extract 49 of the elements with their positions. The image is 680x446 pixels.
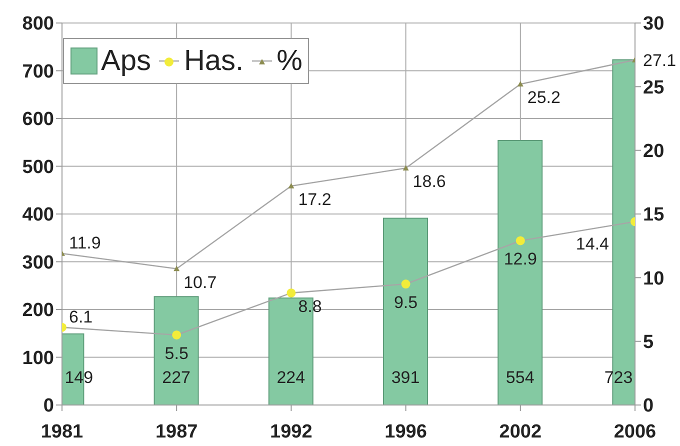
y-tick-label: 100	[22, 348, 54, 369]
point	[401, 280, 410, 289]
data-label: 5.5	[164, 344, 188, 363]
data-label: 6.1	[69, 307, 93, 326]
data-label: 25.2	[527, 88, 560, 108]
y-tick-label: 500	[22, 156, 54, 178]
x-tick-label: 2002	[499, 421, 542, 442]
y2-tick-label: 30	[643, 14, 664, 35]
y2-tick-label: 0	[643, 396, 654, 417]
y2-tick-label: 25	[643, 77, 665, 98]
point	[174, 266, 180, 272]
y2-tick-label: 10	[643, 268, 664, 290]
data-label: 11.9	[69, 233, 101, 252]
data-label: 554	[506, 368, 534, 387]
x-tick-label: 2006	[614, 421, 656, 442]
y-tick-label: 700	[22, 61, 54, 82]
x-tick-label: 1996	[384, 421, 427, 442]
point	[286, 288, 296, 298]
data-label: 9.5	[394, 293, 418, 312]
data-label: 10.7	[184, 272, 217, 292]
y-tick-label: 600	[22, 109, 54, 130]
point	[288, 182, 294, 188]
data-label: 17.2	[298, 190, 332, 209]
y-tick-label: 800	[22, 14, 54, 35]
y-tick-label: 200	[22, 300, 54, 322]
y2-tick-label: 5	[643, 332, 654, 354]
x-tick-label: 1992	[270, 421, 312, 442]
data-label: 224	[276, 368, 306, 387]
y-tick-label: 400	[22, 204, 54, 226]
data-label: 227	[162, 368, 190, 387]
legend-label: Has.	[184, 44, 244, 79]
y-tick-label: 300	[22, 252, 54, 274]
point	[402, 165, 409, 171]
legend-label: Aps	[101, 44, 151, 79]
data-label: 8.8	[298, 296, 322, 316]
legend-label: %	[276, 44, 302, 79]
x-tick-label: 1987	[155, 421, 198, 442]
y2-tick-label: 15	[643, 204, 665, 226]
y2-tick-label: 20	[643, 141, 664, 162]
data-label: 14.4	[576, 234, 609, 254]
y-tick-label: 0	[43, 396, 54, 417]
data-label: 391	[391, 368, 420, 387]
point	[172, 330, 182, 340]
point	[516, 236, 525, 246]
data-label: 12.9	[504, 250, 537, 269]
point	[517, 81, 524, 87]
data-label: 27.1	[643, 50, 676, 70]
data-label: 18.6	[412, 172, 446, 192]
x-tick-label: 1981	[40, 421, 84, 442]
